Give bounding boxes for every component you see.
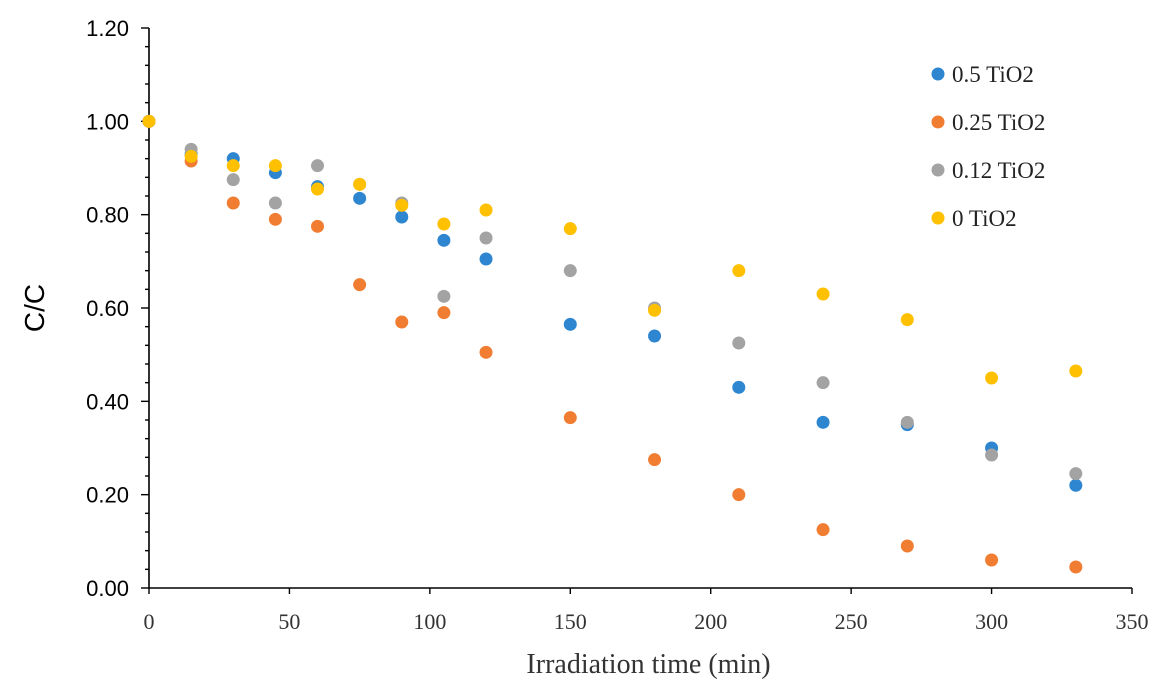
- data-point-series-4: [226, 159, 240, 173]
- data-point-series-2: [563, 411, 577, 425]
- y-tick-label: 0.80: [86, 203, 129, 228]
- data-point-series-2: [900, 539, 914, 553]
- data-point-series-2: [732, 488, 746, 502]
- data-point-series-2: [226, 196, 240, 210]
- data-point-series-4: [563, 222, 577, 236]
- data-point-series-3: [985, 448, 999, 462]
- data-point-series-4: [985, 371, 999, 385]
- data-point-series-1: [648, 329, 662, 343]
- data-point-series-1: [353, 191, 367, 205]
- data-point-series-3: [732, 336, 746, 350]
- x-tick-label: 200: [694, 609, 727, 634]
- x-tick-label: 150: [554, 609, 587, 634]
- data-points: [142, 114, 1083, 574]
- legend-marker: [931, 67, 945, 81]
- data-point-series-4: [437, 217, 451, 231]
- data-point-series-4: [268, 159, 282, 173]
- data-point-series-4: [395, 198, 409, 212]
- data-point-series-4: [184, 149, 198, 163]
- data-point-series-2: [648, 453, 662, 467]
- y-axis-label: C/C: [19, 284, 50, 332]
- legend-marker: [931, 211, 945, 225]
- data-point-series-4: [648, 303, 662, 317]
- data-point-series-2: [985, 553, 999, 567]
- legend: 0.5 TiO2 0.25 TiO2 0.12 TiO2 0 TiO2: [931, 62, 1045, 231]
- x-axis-ticks: 0 50 100 150 200 250 300 350: [144, 588, 1149, 634]
- data-point-series-2: [479, 345, 493, 359]
- x-tick-label: 350: [1116, 609, 1149, 634]
- data-point-series-1: [395, 210, 409, 224]
- x-tick-label: 100: [413, 609, 446, 634]
- data-point-series-1: [816, 415, 830, 429]
- data-point-series-3: [268, 196, 282, 210]
- data-point-series-3: [226, 173, 240, 187]
- y-axis-ticks: 0.00 0.20 0.40 0.60 0.80 1.00 1.20: [86, 16, 149, 601]
- data-point-series-1: [437, 233, 451, 247]
- data-point-series-2: [816, 523, 830, 537]
- x-tick-label: 0: [144, 609, 155, 634]
- x-tick-label: 300: [975, 609, 1008, 634]
- data-point-series-3: [479, 231, 493, 245]
- data-point-series-4: [479, 203, 493, 217]
- data-point-series-3: [816, 376, 830, 390]
- data-point-series-4: [353, 177, 367, 191]
- data-point-series-1: [563, 317, 577, 331]
- data-point-series-3: [1069, 467, 1083, 481]
- x-axis-label: Irradiation time (min): [526, 649, 770, 680]
- data-point-series-4: [900, 313, 914, 327]
- data-point-series-4: [732, 264, 746, 278]
- data-point-series-1: [479, 252, 493, 266]
- data-point-series-2: [1069, 560, 1083, 574]
- data-point-series-3: [437, 289, 451, 303]
- data-point-series-3: [900, 415, 914, 429]
- y-tick-label: 0.00: [86, 576, 129, 601]
- data-point-series-2: [311, 219, 325, 233]
- x-tick-label: 50: [278, 609, 300, 634]
- y-tick-label: 1.20: [86, 16, 129, 41]
- legend-label: 0.5 TiO2: [952, 62, 1034, 87]
- y-tick-label: 0.40: [86, 389, 129, 414]
- data-point-series-3: [563, 264, 577, 278]
- y-tick-label: 1.00: [86, 109, 129, 134]
- legend-marker: [931, 115, 945, 129]
- data-point-series-4: [311, 182, 325, 196]
- data-point-series-4: [1069, 364, 1083, 378]
- y-tick-label: 0.60: [86, 296, 129, 321]
- data-point-series-2: [268, 212, 282, 226]
- y-tick-label: 0.20: [86, 483, 129, 508]
- legend-label: 0 TiO2: [952, 206, 1017, 231]
- legend-marker: [931, 163, 945, 177]
- data-point-series-1: [732, 380, 746, 394]
- data-point-series-4: [142, 114, 156, 128]
- data-point-series-4: [816, 287, 830, 301]
- legend-label: 0.25 TiO2: [952, 110, 1045, 135]
- data-point-series-2: [395, 315, 409, 329]
- data-point-series-2: [437, 306, 451, 320]
- data-point-series-1: [1069, 478, 1083, 492]
- data-point-series-3: [311, 159, 325, 173]
- legend-label: 0.12 TiO2: [952, 158, 1045, 183]
- x-tick-label: 250: [835, 609, 868, 634]
- data-point-series-2: [353, 278, 367, 292]
